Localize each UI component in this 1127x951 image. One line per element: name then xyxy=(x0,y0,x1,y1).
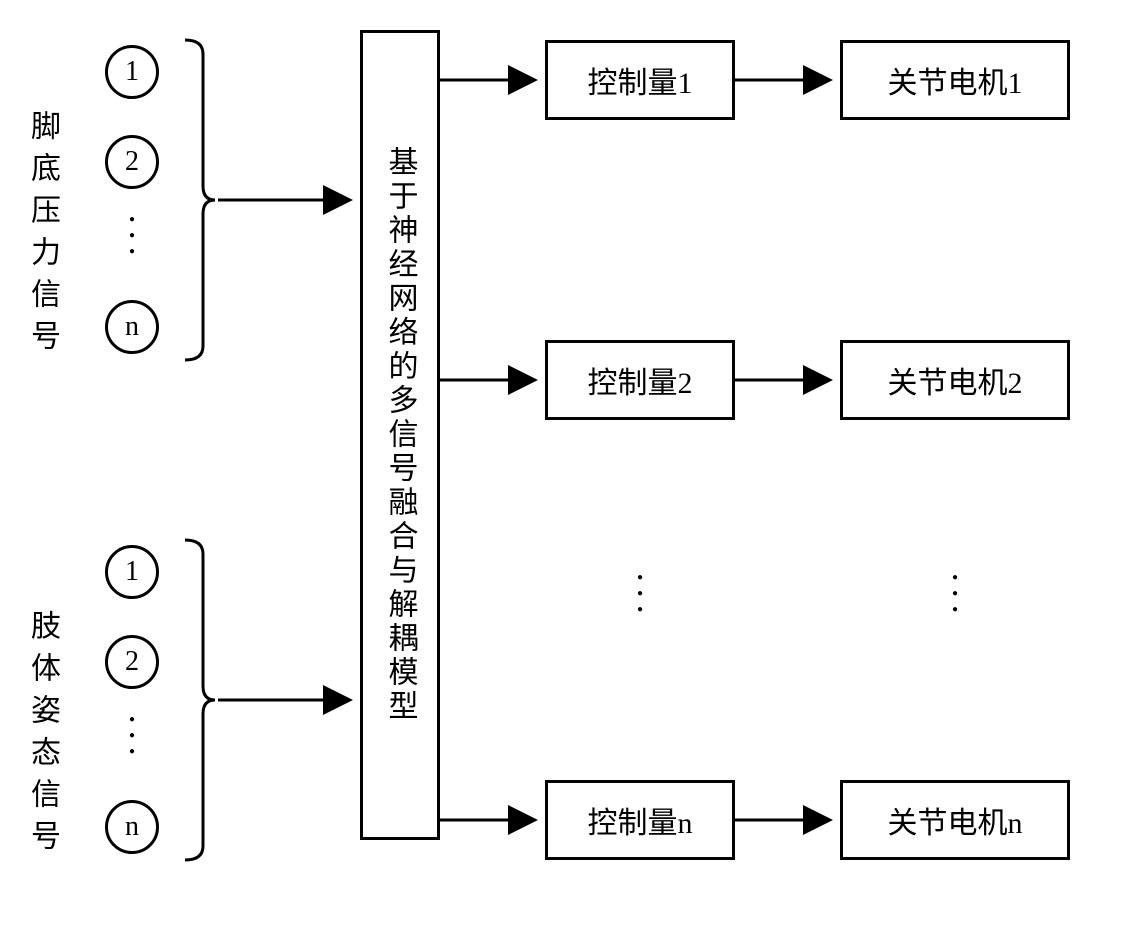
central-block-label: 基于神经网络的多信号融合与解耦模型 xyxy=(381,146,420,724)
ctrl-box-row2: 控制量2 xyxy=(545,340,735,420)
diagram-stage: 脚底压力信号 肢体姿态信号 基于神经网络的多信号融合与解耦模型 1 2 ●●● n 1 2… xyxy=(0,0,1127,951)
motor-box-row1: 关节电机1 xyxy=(840,40,1070,120)
motor-box-rown: 关节电机n xyxy=(840,780,1070,860)
ctrl-box-row1: 控制量1 xyxy=(545,40,735,120)
input-circle-b1: 1 xyxy=(105,545,159,599)
input-circle-pn: n xyxy=(105,300,159,354)
vdots: ●●● xyxy=(950,570,960,618)
input-circle-bn: n xyxy=(105,800,159,854)
input-circle-b2: 2 xyxy=(105,635,159,689)
input-circle-p1: 1 xyxy=(105,45,159,99)
central-block: 基于神经网络的多信号融合与解耦模型 xyxy=(360,30,440,840)
motor-box-row2: 关节电机2 xyxy=(840,340,1070,420)
vdots: ●●● xyxy=(635,570,645,618)
label-pressure: 脚底压力信号 xyxy=(20,110,64,362)
vdots: ●●● xyxy=(127,712,137,760)
input-circle-p2: 2 xyxy=(105,135,159,189)
ctrl-box-rown: 控制量n xyxy=(545,780,735,860)
label-posture: 肢体姿态信号 xyxy=(20,610,64,862)
vdots: ●●● xyxy=(127,212,137,260)
